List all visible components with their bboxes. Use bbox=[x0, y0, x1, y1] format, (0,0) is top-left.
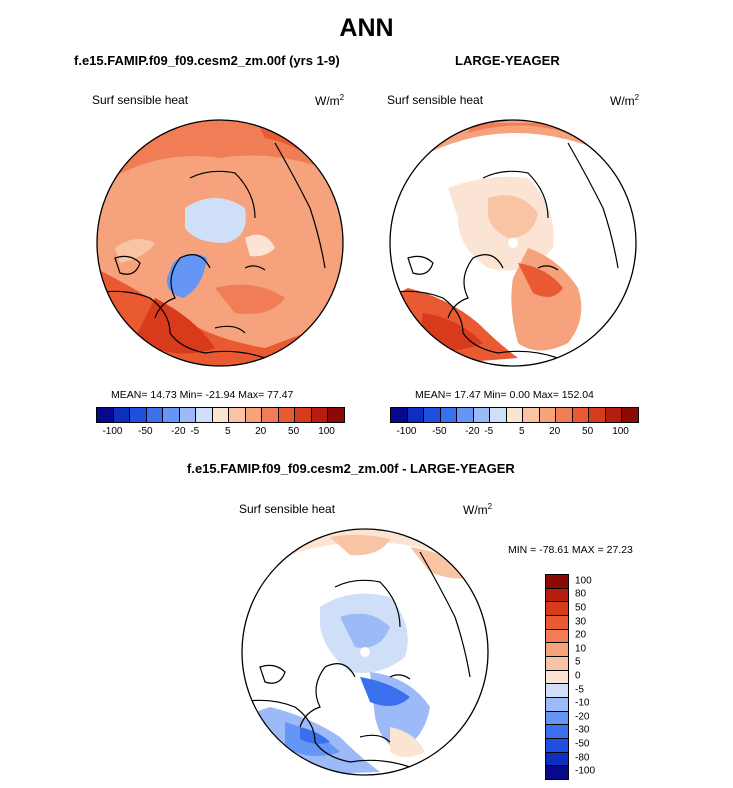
panel-b-colorbar-swatch bbox=[523, 408, 540, 422]
panel-a-colorbar-swatch bbox=[229, 408, 246, 422]
diff-colorbar-tick-label: -5 bbox=[575, 684, 584, 696]
diff-colorbar bbox=[545, 574, 569, 780]
diff-colorbar-tick-label: 80 bbox=[575, 588, 587, 600]
panel-b-colorbar-swatch bbox=[539, 408, 557, 422]
panel-a-colorbar bbox=[96, 407, 345, 423]
diff-case-title: f.e15.FAMIP.f09_f09.cesm2_zm.00f - LARGE… bbox=[187, 461, 515, 476]
panel-a-colorbar-tick-label: -20 bbox=[171, 426, 186, 437]
diff-colorbar-swatch bbox=[546, 602, 568, 617]
panel-a-case-title: f.e15.FAMIP.f09_f09.cesm2_zm.00f (yrs 1-… bbox=[74, 53, 340, 68]
diff-colorbar-tick-label: 0 bbox=[575, 670, 581, 682]
diff-colorbar-tick-label: -30 bbox=[575, 724, 590, 736]
panel-a-colorbar-swatch bbox=[328, 408, 344, 422]
panel-b-colorbar-swatch bbox=[556, 408, 573, 422]
panel-a-colorbar-swatch bbox=[262, 408, 279, 422]
diff-colorbar-ticks: 100 80 50 30 20 10 5 0 -5 -10 -20 -30 -50 -80 -100 bbox=[575, 574, 615, 778]
diff-colorbar-swatch bbox=[546, 643, 568, 658]
diff-colorbar-swatch bbox=[546, 616, 568, 630]
panel-b-colorbar-swatch bbox=[589, 408, 606, 422]
panel-b-colorbar-tick-label: -100 bbox=[396, 426, 417, 437]
panel-a-colorbar-tick-label: 50 bbox=[288, 426, 300, 437]
diff-polar-map bbox=[241, 528, 489, 776]
panel-b-colorbar-swatch bbox=[457, 408, 474, 422]
diff-colorbar-tick-label: -10 bbox=[575, 697, 590, 709]
diff-colorbar-swatch bbox=[546, 629, 568, 644]
diff-colorbar-tick-label: -50 bbox=[575, 738, 590, 750]
panel-a-colorbar-swatch bbox=[146, 408, 164, 422]
panel-a-colorbar-tick-label: 100 bbox=[318, 426, 335, 437]
diff-variable-label: Surf sensible heat bbox=[239, 502, 336, 516]
panel-b-colorbar-tick-label: -20 bbox=[465, 426, 480, 437]
panel-b-colorbar-tick-label: 20 bbox=[549, 426, 561, 437]
panel-a-polar-map bbox=[96, 119, 344, 367]
panel-b-units: W/m2 bbox=[610, 93, 640, 108]
panel-a-variable-label: Surf sensible heat bbox=[92, 93, 189, 107]
diff-colorbar-swatch bbox=[546, 657, 568, 671]
panel-a-colorbar-tick-label: -5 bbox=[190, 426, 200, 437]
diff-colorbar-tick-label: 100 bbox=[575, 575, 592, 587]
figure-title: ANN bbox=[339, 14, 394, 42]
panel-a-colorbar-tick-label: -100 bbox=[102, 426, 123, 437]
diff-colorbar-tick-label: 20 bbox=[575, 629, 587, 641]
panel-a-colorbar-swatch bbox=[97, 408, 114, 422]
diff-colorbar-swatch bbox=[546, 711, 568, 726]
panel-a-colorbar-swatch bbox=[179, 408, 197, 422]
panel-b-colorbar-tick-label: -5 bbox=[484, 426, 494, 437]
panel-a-colorbar-swatch bbox=[212, 408, 230, 422]
panel-a-colorbar-tick-label: -50 bbox=[138, 426, 153, 437]
diff-colorbar-swatch bbox=[546, 766, 568, 780]
diff-colorbar-swatch bbox=[546, 670, 568, 685]
panel-b-colorbar-tick-label: -50 bbox=[432, 426, 447, 437]
panel-b-colorbar-swatch bbox=[407, 408, 425, 422]
panel-a-colorbar-tick-label: 5 bbox=[224, 426, 231, 437]
diff-colorbar-swatch bbox=[546, 725, 568, 740]
panel-a-units: W/m2 bbox=[315, 93, 345, 108]
panel-b-colorbar bbox=[390, 407, 639, 423]
diff-colorbar-tick-label: 50 bbox=[575, 602, 587, 614]
panel-b-polar-map bbox=[389, 119, 637, 367]
panel-a-colorbar-swatch bbox=[113, 408, 131, 422]
diff-colorbar-tick-label: -100 bbox=[575, 765, 596, 777]
panel-a-colorbar-swatch bbox=[311, 408, 329, 422]
panel-b-stats: MEAN= 17.47 Min= 0.00 Max= 152.04 bbox=[415, 389, 594, 401]
diff-colorbar-swatch bbox=[546, 684, 568, 699]
panel-a-colorbar-tick-label: 20 bbox=[255, 426, 267, 437]
panel-a-colorbar-swatch bbox=[163, 408, 180, 422]
panel-b-variable-label: Surf sensible heat bbox=[387, 93, 484, 107]
panel-b-colorbar-swatch bbox=[424, 408, 441, 422]
panel-a-colorbar-swatch bbox=[295, 408, 312, 422]
diff-colorbar-swatch bbox=[546, 752, 568, 767]
panel-b-colorbar-swatch bbox=[506, 408, 524, 422]
panel-a-colorbar-swatch bbox=[245, 408, 263, 422]
panel-a-colorbar-swatch bbox=[196, 408, 213, 422]
panel-b-colorbar-tick-label: 50 bbox=[582, 426, 594, 437]
diff-stats: MIN = -78.61 MAX = 27.23 bbox=[508, 544, 633, 556]
diff-colorbar-tick-label: 5 bbox=[575, 656, 581, 668]
diff-colorbar-tick-label: 30 bbox=[575, 616, 587, 628]
panel-b-colorbar-swatch bbox=[605, 408, 623, 422]
panel-a-stats: MEAN= 14.73 Min= -21.94 Max= 77.47 bbox=[111, 389, 294, 401]
panel-b-case-title: LARGE-YEAGER bbox=[455, 53, 560, 68]
diff-colorbar-swatch bbox=[546, 739, 568, 753]
panel-b-colorbar-ticks: -100 -50 -20 -5 5 20 50 100 bbox=[390, 426, 637, 440]
panel-b-colorbar-swatch bbox=[572, 408, 590, 422]
panel-b-colorbar-tick-label: 5 bbox=[518, 426, 525, 437]
panel-b-colorbar-swatch bbox=[440, 408, 458, 422]
diff-colorbar-swatch bbox=[546, 575, 568, 589]
diff-colorbar-swatch bbox=[546, 698, 568, 712]
diff-colorbar-tick-label: -20 bbox=[575, 711, 590, 723]
diff-colorbar-swatch bbox=[546, 588, 568, 603]
panel-b-colorbar-swatch bbox=[490, 408, 507, 422]
diff-colorbar-tick-label: 10 bbox=[575, 643, 587, 655]
panel-b-colorbar-swatch bbox=[473, 408, 491, 422]
diff-colorbar-tick-label: -80 bbox=[575, 752, 590, 764]
panel-b-colorbar-tick-label: 100 bbox=[612, 426, 629, 437]
panel-b-colorbar-swatch bbox=[391, 408, 408, 422]
panel-a-colorbar-swatch bbox=[130, 408, 147, 422]
diff-units: W/m2 bbox=[463, 502, 493, 517]
panel-b-colorbar-swatch bbox=[622, 408, 638, 422]
panel-a-colorbar-swatch bbox=[278, 408, 296, 422]
panel-a-colorbar-ticks: -100 -50 -20 -5 5 20 50 100 bbox=[96, 426, 343, 440]
